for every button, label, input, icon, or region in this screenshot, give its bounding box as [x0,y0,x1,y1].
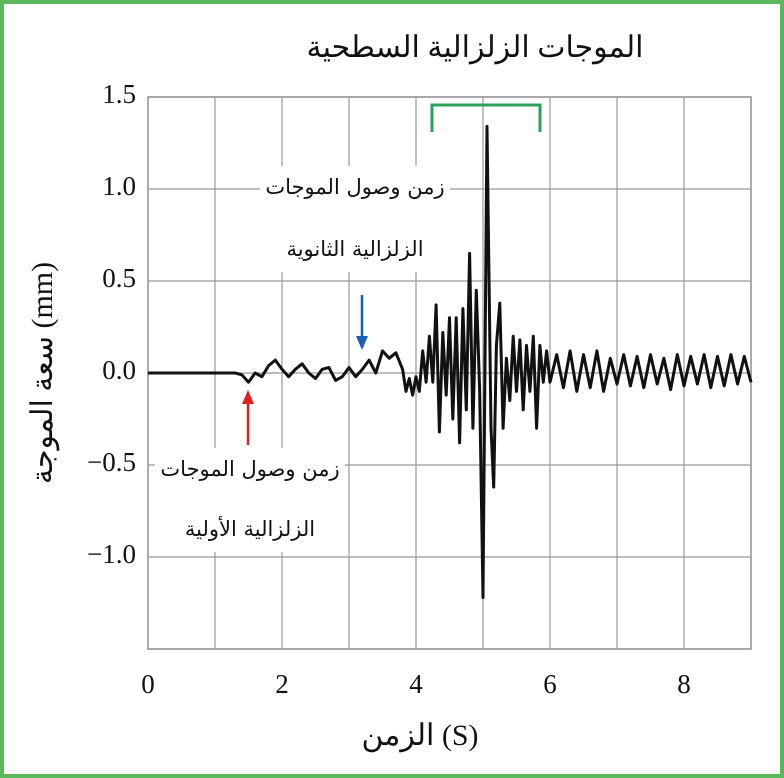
annotation: زمن وصول الموجات [265,175,444,199]
annotation-background [155,448,345,552]
x-tick-label: 2 [275,669,289,699]
x-tick-label: 4 [409,669,423,699]
y-tick-label: −0.5 [87,447,136,477]
x-tick-label: 0 [141,669,155,699]
annotation-background [260,166,450,272]
bracket [430,103,542,132]
arrow-head [242,390,254,404]
annotation: الزلزالية الثانوية [286,237,423,261]
y-tick-label: 0.0 [102,355,136,385]
y-tick-label: 1.0 [102,171,136,201]
annotation: الزلزالية الأولية [185,516,315,541]
annotation: زمن وصول الموجات [160,457,339,481]
x-tick-label: 8 [677,669,691,699]
y-axis-label: سعة الموجة (mm) [26,262,60,484]
x-tick-label: 6 [543,669,557,699]
y-tick-label: 0.5 [102,263,136,293]
series-line [148,124,753,599]
y-tick-label: 1.5 [102,79,136,109]
chart-title: الموجات الزلزالية السطحية [307,31,644,65]
x-axis-label: الزمن (S) [361,719,478,753]
y-tick-label: −1.0 [87,539,136,569]
arrow-head [356,336,368,350]
